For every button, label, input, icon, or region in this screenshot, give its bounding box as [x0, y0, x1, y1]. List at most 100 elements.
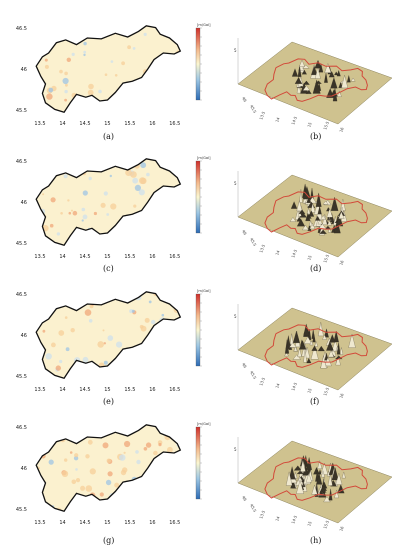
anomaly-dot [162, 465, 166, 469]
surface-x-tick: 14.5 [290, 115, 298, 125]
anomaly-dot [147, 354, 151, 358]
anomaly-dot [43, 509, 50, 512]
surface-peak [292, 354, 301, 360]
anomaly-dot [87, 439, 93, 445]
anomaly-dot [143, 223, 147, 227]
surface-peak [318, 63, 324, 73]
anomaly-dot [122, 467, 128, 473]
surface-border [264, 191, 368, 235]
colorbar [195, 426, 201, 500]
anomaly-dot [170, 61, 177, 68]
anomaly-dot [42, 329, 46, 333]
anomaly-dot [165, 194, 168, 197]
anomaly-dot [167, 74, 170, 77]
anomaly-dot [153, 450, 158, 456]
anomaly-dot [50, 197, 56, 203]
country-border [35, 25, 182, 113]
anomaly-dot [174, 95, 179, 100]
surface-peak [346, 75, 351, 83]
anomaly-dot [59, 69, 63, 74]
anomaly-dot [36, 69, 37, 76]
anomaly-dot [42, 508, 47, 512]
anomaly-dot [82, 190, 88, 196]
anomaly-dot [94, 25, 102, 33]
anomaly-dot [30, 489, 34, 493]
surface-peak [305, 472, 312, 483]
anomaly-dot [104, 73, 108, 76]
surface-peak [311, 345, 318, 351]
x-tick-label: 14 [59, 121, 65, 127]
anomaly-dot [168, 478, 176, 485]
surface-peak [322, 334, 327, 340]
x-tick-label: 16 [149, 121, 155, 127]
surface-x-tick: 13.5 [258, 110, 266, 120]
anomaly-dot [74, 426, 80, 431]
anomaly-dot [106, 213, 110, 216]
surface-peak [337, 484, 345, 494]
anomaly-dot [36, 338, 37, 342]
anomaly-dot [73, 456, 79, 461]
anomaly-dot [140, 162, 147, 169]
x-tick-label: 15.5 [124, 520, 135, 526]
anomaly-dot [169, 332, 175, 339]
surface-peak [309, 222, 316, 229]
anomaly-dot [41, 27, 45, 30]
panel-label-e: (e) [103, 397, 114, 406]
anomaly-dot [80, 162, 86, 168]
anomaly-dot [107, 335, 114, 341]
anomaly-dot [178, 154, 182, 158]
anomaly-dot [165, 64, 169, 68]
anomaly-dot [46, 93, 53, 100]
surface-peak [296, 83, 301, 94]
anomaly-dot [108, 247, 110, 249]
surface-peak [290, 201, 298, 209]
anomaly-dot [131, 240, 135, 243]
surface-x-tick: 14 [274, 116, 281, 123]
x-tick-label: 13.5 [34, 520, 45, 526]
surface-peak [327, 220, 332, 226]
anomaly-dot [158, 443, 162, 447]
surface-peak [348, 333, 356, 348]
anomaly-dot [66, 57, 72, 62]
panel-label-g: (g) [103, 536, 115, 545]
anomaly-dot [85, 454, 90, 459]
anomaly-dot [46, 158, 53, 160]
surface-peak [326, 208, 333, 218]
anomaly-dot [130, 171, 137, 178]
anomaly-dot [58, 330, 65, 336]
x-tick-label: 16.5 [169, 387, 180, 393]
surface-peak [299, 189, 303, 203]
anomaly-dot [145, 354, 150, 358]
anomaly-dot [138, 189, 145, 196]
anomaly-dot [82, 373, 85, 377]
anomaly-dot [104, 104, 110, 110]
surface-peak [333, 216, 338, 226]
surface-peak [324, 63, 332, 73]
x-tick-label: 15 [104, 520, 110, 526]
x-tick-label: 16.5 [169, 254, 180, 260]
surface-peak [315, 66, 321, 79]
anomaly-dot [61, 470, 69, 477]
anomaly-dot [89, 98, 93, 102]
anomaly-dot [39, 174, 43, 178]
surface-x-tick: 13.5 [258, 243, 266, 253]
anomaly-dot [82, 356, 89, 363]
x-tick-label: 15.5 [124, 387, 135, 393]
surface-peak [338, 211, 345, 219]
anomaly-dot [180, 192, 187, 199]
colorbar-unit: [m/Gal] [197, 156, 211, 160]
colorbar [195, 160, 201, 234]
surface-peak [284, 352, 289, 357]
anomaly-dot [183, 307, 187, 311]
surface-peak [299, 59, 305, 67]
anomaly-dot [114, 74, 118, 77]
anomaly-dot [119, 454, 126, 461]
surface-peak [311, 329, 315, 339]
anomaly-dot [68, 211, 72, 215]
anomaly-dot [69, 451, 73, 454]
anomaly-dot [81, 507, 88, 512]
surface-peak [308, 210, 315, 217]
colorbar [195, 293, 201, 367]
